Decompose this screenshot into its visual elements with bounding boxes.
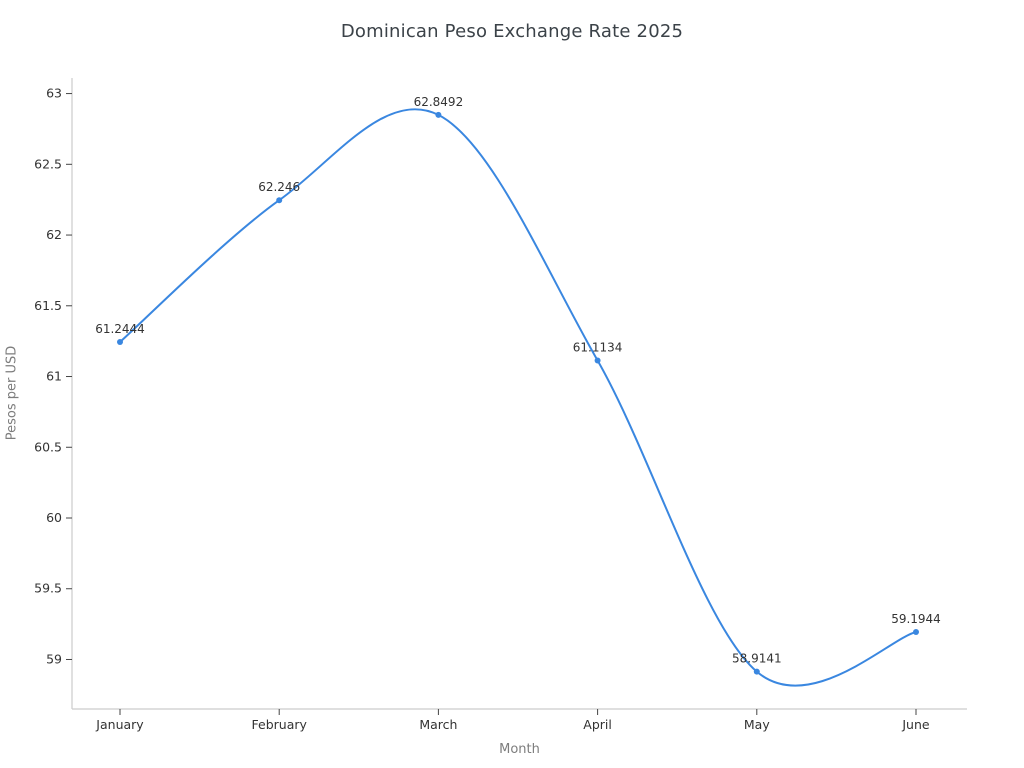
- series-line: [119, 108, 917, 687]
- x-axis-title: Month: [499, 742, 540, 757]
- x-tick-label: June: [901, 717, 930, 732]
- x-tick-label: March: [419, 717, 457, 732]
- axis-lines: [71, 78, 967, 710]
- data-point-label: 62.8492: [414, 95, 464, 109]
- x-tick-label: April: [583, 717, 612, 732]
- y-tick-label: 61: [46, 369, 62, 384]
- data-point: [753, 668, 760, 675]
- data-point-label: 62.246: [258, 180, 300, 194]
- chart-title: Dominican Peso Exchange Rate 2025: [340, 21, 684, 42]
- data-point: [276, 197, 283, 204]
- y-tick-label: 62.5: [34, 156, 62, 171]
- data-point: [435, 111, 442, 118]
- data-point-label: 59.1944: [891, 612, 941, 626]
- y-tick-label: 62: [46, 227, 62, 242]
- data-point-label: 61.2444: [95, 322, 145, 336]
- y-tick-label: 61.5: [34, 298, 62, 313]
- data-point-label: 58.9141: [732, 652, 782, 666]
- y-tick-label: 59.5: [34, 581, 62, 596]
- y-tick-label: 60.5: [34, 439, 62, 454]
- x-tick-label: May: [744, 717, 770, 732]
- y-axis-title: Pesos per USD: [4, 345, 20, 441]
- x-tick-label: February: [252, 717, 308, 732]
- data-point: [594, 357, 601, 364]
- data-point-label: 61.1134: [573, 340, 623, 354]
- data-point: [913, 628, 919, 635]
- y-tick-label: 63: [46, 86, 62, 101]
- data-point: [117, 338, 123, 345]
- y-tick-label: 60: [46, 510, 62, 525]
- x-tick-label: January: [95, 717, 144, 732]
- y-tick-label: 59: [46, 651, 62, 666]
